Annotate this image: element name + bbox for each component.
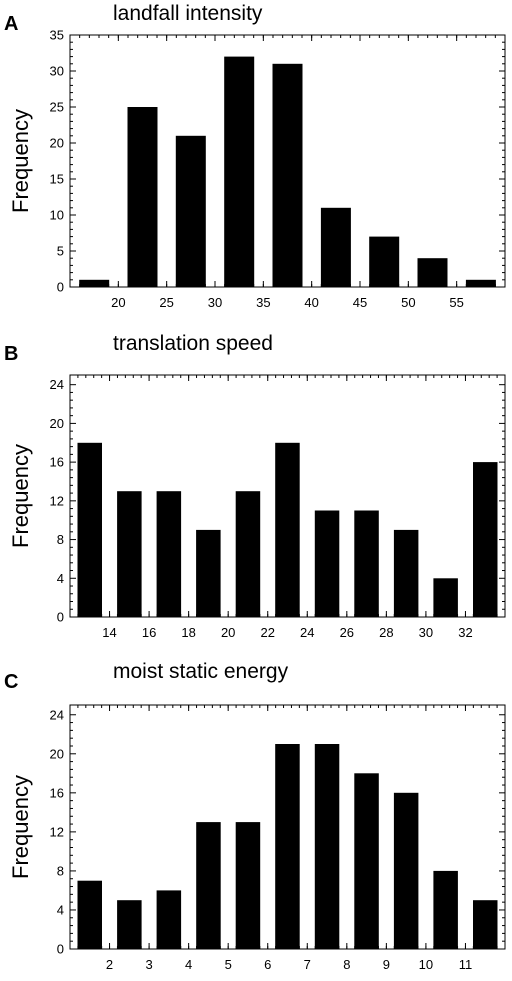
x-tick-label: 5	[225, 957, 232, 972]
x-tick-label: 30	[208, 295, 222, 310]
y-tick-label: 8	[57, 532, 64, 547]
y-tick-label: 12	[50, 493, 64, 508]
x-tick-label: 6	[264, 957, 271, 972]
x-tick-label: 30	[419, 625, 433, 640]
y-tick-label: 24	[50, 707, 64, 722]
x-tick-label: 11	[459, 957, 473, 972]
y-tick-label: 24	[50, 377, 64, 392]
histogram-bar	[127, 107, 158, 287]
chart-title: landfall intensity	[113, 2, 263, 25]
histogram-bar	[433, 870, 458, 949]
y-tick-label: 20	[50, 416, 64, 431]
y-tick-label: 15	[50, 172, 64, 187]
histogram-bar	[77, 442, 102, 617]
x-tick-label: 55	[449, 295, 463, 310]
y-tick-label: 8	[57, 863, 64, 878]
plot-frame	[69, 374, 506, 618]
histogram-bar	[272, 63, 303, 287]
y-tick-label: 0	[57, 942, 64, 957]
histogram-bar	[433, 578, 458, 617]
y-axis-label: Frequency	[8, 444, 33, 548]
plot-frame	[69, 704, 506, 950]
x-tick-label: 10	[419, 957, 433, 972]
x-tick-label: 14	[102, 625, 116, 640]
y-tick-label: 12	[50, 824, 64, 839]
histogram-bar	[196, 529, 221, 617]
histogram-bar	[393, 792, 419, 949]
x-tick-label: 25	[159, 295, 173, 310]
panel-label: B	[4, 343, 18, 365]
panel-label: A	[4, 13, 18, 35]
histogram-bar	[393, 529, 419, 617]
y-tick-label: 30	[50, 64, 64, 79]
x-tick-label: 4	[185, 957, 192, 972]
chart-title: moist static energy	[113, 660, 289, 683]
y-tick-label: 16	[50, 785, 64, 800]
x-tick-label: 26	[340, 625, 354, 640]
x-tick-label: 32	[458, 625, 472, 640]
histogram-bar	[156, 890, 182, 949]
histogram-bar	[235, 491, 261, 617]
y-tick-label: 0	[57, 280, 64, 295]
x-tick-label: 7	[304, 957, 311, 972]
y-tick-label: 20	[50, 746, 64, 761]
x-tick-label: 22	[260, 625, 274, 640]
histogram-bar	[235, 822, 261, 949]
y-tick-label: 10	[50, 208, 64, 223]
histogram-bar	[314, 510, 340, 617]
histogram-bar	[369, 236, 400, 287]
x-tick-label: 28	[379, 625, 393, 640]
x-tick-label: 3	[145, 957, 152, 972]
histogram-bar	[175, 135, 206, 287]
histogram-bar	[275, 744, 300, 949]
histogram-bar	[320, 207, 351, 287]
x-tick-label: 2	[106, 957, 113, 972]
histogram-bar	[224, 56, 255, 287]
histogram-bar	[117, 900, 142, 949]
histogram-bar	[275, 442, 300, 617]
y-tick-label: 4	[57, 902, 64, 917]
x-tick-label: 18	[181, 625, 195, 640]
histogram-bar	[117, 491, 142, 617]
y-axis-label: Frequency	[8, 109, 33, 213]
histogram-bar	[77, 880, 102, 949]
histogram-bar	[465, 279, 496, 287]
histogram-bar	[79, 279, 110, 287]
histogram-bar	[354, 773, 379, 949]
histogram-bar	[156, 491, 182, 617]
histogram-bar	[354, 510, 379, 617]
y-tick-label: 25	[50, 100, 64, 115]
plot-frame	[69, 34, 506, 288]
y-tick-label: 4	[57, 571, 64, 586]
histogram-bar	[473, 462, 498, 617]
y-tick-label: 16	[50, 455, 64, 470]
x-tick-label: 40	[304, 295, 318, 310]
x-tick-label: 16	[142, 625, 156, 640]
histogram-bar	[314, 744, 340, 949]
panel-label: C	[4, 671, 18, 693]
x-tick-label: 8	[343, 957, 350, 972]
y-tick-label: 0	[57, 610, 64, 625]
x-tick-label: 9	[383, 957, 390, 972]
y-tick-label: 20	[50, 136, 64, 151]
x-tick-label: 35	[256, 295, 270, 310]
histogram-bar	[417, 258, 448, 287]
histogram-bar	[196, 822, 221, 949]
y-axis-label: Frequency	[8, 775, 33, 879]
y-tick-label: 5	[57, 244, 64, 259]
y-tick-label: 35	[50, 28, 64, 43]
x-tick-label: 45	[353, 295, 367, 310]
x-tick-label: 20	[221, 625, 235, 640]
x-tick-label: 24	[300, 625, 314, 640]
histogram-bar	[473, 900, 498, 949]
x-tick-label: 20	[111, 295, 125, 310]
chart-title: translation speed	[113, 332, 273, 355]
x-tick-label: 50	[401, 295, 415, 310]
